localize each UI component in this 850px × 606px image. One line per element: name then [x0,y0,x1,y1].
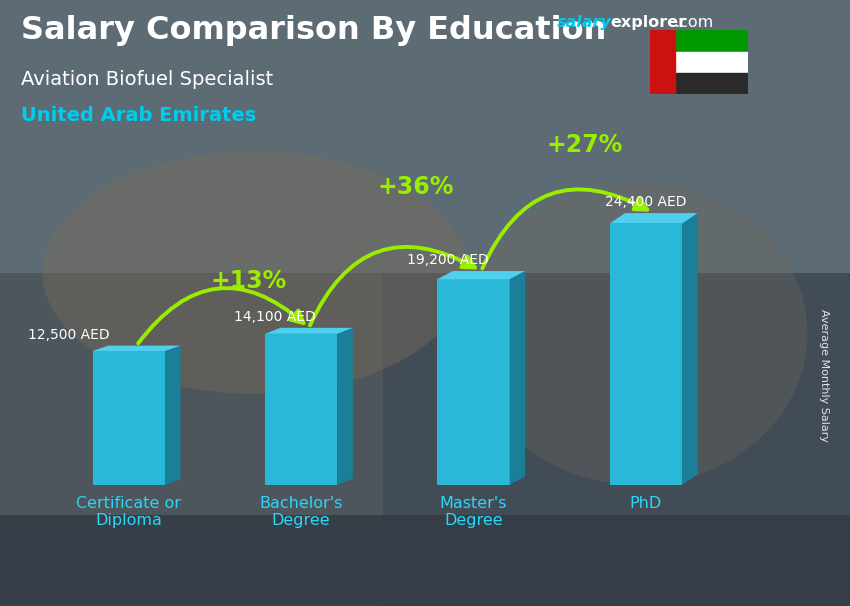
Polygon shape [609,213,698,224]
Text: Salary Comparison By Education: Salary Comparison By Education [21,15,607,46]
Bar [382,273,850,606]
Text: .com: .com [674,15,713,30]
Text: explorer: explorer [610,15,687,30]
Text: +13%: +13% [211,269,286,293]
Text: +36%: +36% [377,175,454,199]
Polygon shape [265,328,353,334]
Polygon shape [93,345,180,351]
Text: United Arab Emirates: United Arab Emirates [21,106,257,125]
Text: +27%: +27% [547,133,623,157]
Polygon shape [682,213,698,485]
Text: 19,200 AED: 19,200 AED [406,253,489,267]
Bar [650,52,748,73]
Bar [650,30,748,52]
Bar [0,273,382,606]
Bar [93,351,165,485]
Polygon shape [510,271,525,485]
Text: Aviation Biofuel Specialist: Aviation Biofuel Specialist [21,70,274,88]
Bar [650,30,675,94]
Text: salary: salary [557,15,611,30]
Bar [609,224,682,485]
Text: 14,100 AED: 14,100 AED [235,310,316,324]
Text: Average Monthly Salary: Average Monthly Salary [819,309,829,442]
Bar [265,334,337,485]
Ellipse shape [468,182,808,485]
Bar [437,279,510,485]
Ellipse shape [42,152,468,394]
Polygon shape [165,345,180,485]
Bar [0,0,850,333]
Bar [0,515,850,606]
Text: 24,400 AED: 24,400 AED [605,195,687,209]
Polygon shape [437,271,525,279]
Bar [650,73,748,94]
Polygon shape [337,328,353,485]
Text: 12,500 AED: 12,500 AED [28,328,110,342]
